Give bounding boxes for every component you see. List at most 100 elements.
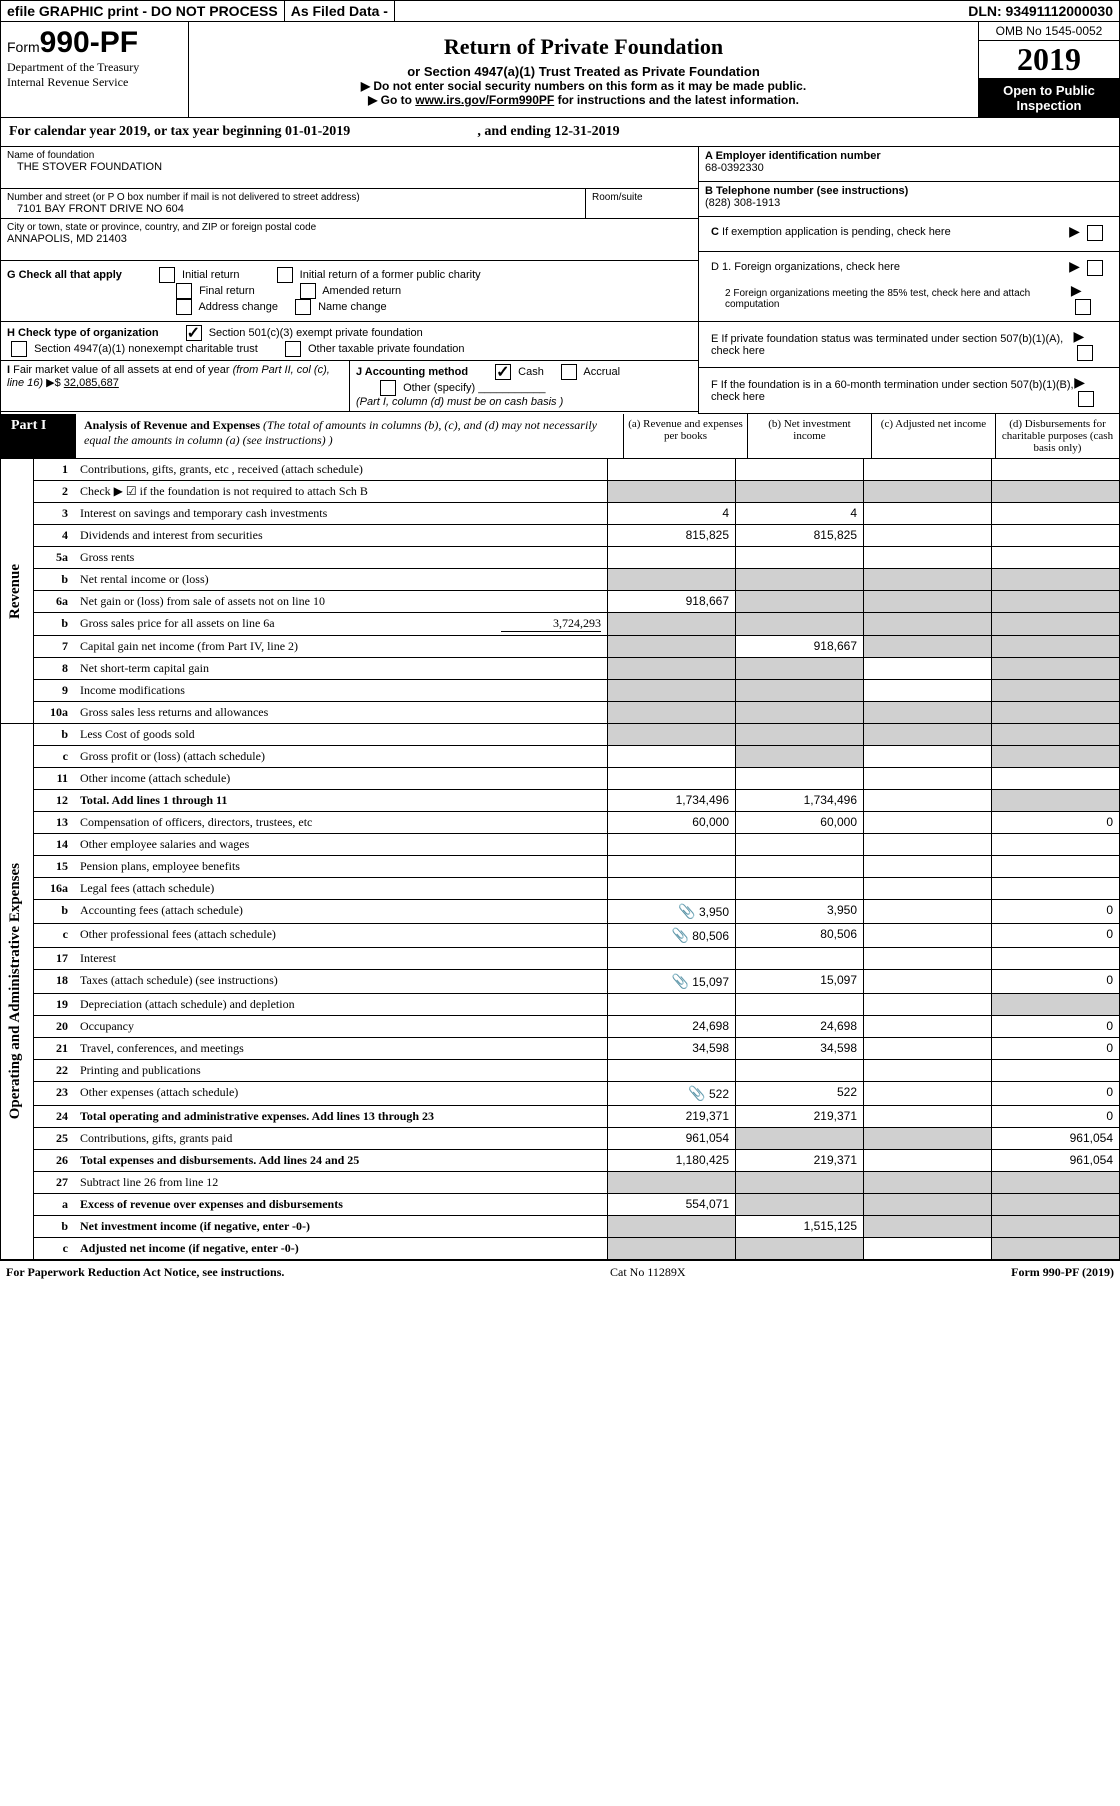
amended-checkbox[interactable]	[300, 283, 316, 299]
d2-checkbox[interactable]	[1075, 299, 1091, 315]
name-change-checkbox[interactable]	[295, 299, 311, 315]
line-description: Total. Add lines 1 through 11	[74, 790, 608, 812]
col-c-value	[864, 790, 992, 812]
col-a-value	[608, 613, 736, 636]
e-checkbox[interactable]	[1077, 345, 1093, 361]
accrual-checkbox[interactable]	[561, 364, 577, 380]
other-taxable-checkbox[interactable]	[285, 341, 301, 357]
c-checkbox[interactable]	[1087, 225, 1103, 241]
table-row: 2Check ▶ ☑ if the foundation is not requ…	[1, 481, 1120, 503]
table-row: Operating and Administrative ExpensesbLe…	[1, 724, 1120, 746]
addr-label: Number and street (or P O box number if …	[7, 192, 579, 203]
col-d-value	[992, 746, 1120, 768]
line-number: 15	[34, 856, 75, 878]
line-description: Less Cost of goods sold	[74, 724, 608, 746]
header-left: Form990-PF Department of the Treasury In…	[1, 22, 189, 117]
col-c-value	[864, 1106, 992, 1128]
info-right: A Employer identification number 68-0392…	[698, 147, 1119, 414]
i-cell: I Fair market value of all assets at end…	[1, 361, 349, 412]
col-b-value	[736, 724, 864, 746]
h-opt3: Other taxable private foundation	[308, 343, 465, 355]
line-description: Check ▶ ☑ if the foundation is not requi…	[74, 481, 608, 503]
line-number: 3	[34, 503, 75, 525]
col-c-value	[864, 1016, 992, 1038]
line-number: c	[34, 1238, 75, 1260]
col-a-value: 📎 3,950	[608, 900, 736, 924]
d1-checkbox[interactable]	[1087, 260, 1103, 276]
address: 7101 BAY FRONT DRIVE NO 604	[7, 203, 579, 215]
cash-checkbox[interactable]	[495, 364, 511, 380]
line-description: Interest	[74, 948, 608, 970]
col-d-value	[992, 636, 1120, 658]
col-a-value	[608, 1216, 736, 1238]
line-number: 17	[34, 948, 75, 970]
instructions-link[interactable]: www.irs.gov/Form990PF	[415, 93, 554, 107]
line-description: Gross sales price for all assets on line…	[74, 613, 608, 636]
col-d-value	[992, 948, 1120, 970]
line-number: 2	[34, 481, 75, 503]
part1-title: Analysis of Revenue and Expenses	[84, 418, 260, 432]
col-b-value: 815,825	[736, 525, 864, 547]
line-number: 25	[34, 1128, 75, 1150]
col-a-value: 4	[608, 503, 736, 525]
col-b-value	[736, 878, 864, 900]
col-d-value	[992, 658, 1120, 680]
col-d-value	[992, 724, 1120, 746]
col-c-value	[864, 1150, 992, 1172]
phone-cell: B Telephone number (see instructions) (8…	[699, 182, 1119, 217]
col-c-value	[864, 680, 992, 702]
col-d-value	[992, 503, 1120, 525]
address-change-checkbox[interactable]	[176, 299, 192, 315]
e-cell: E If private foundation status was termi…	[699, 322, 1119, 368]
j-other: Other (specify)	[403, 382, 475, 394]
col-c-value	[864, 636, 992, 658]
footer-mid: Cat No 11289X	[610, 1265, 686, 1280]
col-d-header: (d) Disbursements for charitable purpose…	[995, 414, 1119, 458]
j-accrual: Accrual	[583, 366, 620, 378]
col-c-value	[864, 1082, 992, 1106]
col-b-header: (b) Net investment income	[747, 414, 871, 458]
foundation-name-cell: Name of foundation THE STOVER FOUNDATION	[1, 147, 698, 189]
j-cash: Cash	[518, 366, 544, 378]
initial-return-checkbox[interactable]	[159, 267, 175, 283]
h-row: H Check type of organization Section 501…	[1, 322, 698, 361]
line-description: Travel, conferences, and meetings	[74, 1038, 608, 1060]
col-b-value	[736, 680, 864, 702]
f-checkbox[interactable]	[1078, 391, 1094, 407]
line-description: Taxes (attach schedule) (see instruction…	[74, 970, 608, 994]
col-d-value: 0	[992, 1016, 1120, 1038]
table-row: 12Total. Add lines 1 through 111,734,496…	[1, 790, 1120, 812]
col-b-value	[736, 547, 864, 569]
col-a-value	[608, 636, 736, 658]
j-cell: J Accounting method Cash Accrual Other (…	[349, 361, 698, 412]
part1-label: Part I	[1, 414, 76, 458]
initial-former-checkbox[interactable]	[277, 267, 293, 283]
final-return-checkbox[interactable]	[176, 283, 192, 299]
revenue-label: Revenue	[7, 564, 24, 619]
col-b-value: 4	[736, 503, 864, 525]
col-c-value	[864, 591, 992, 613]
table-row: bAccounting fees (attach schedule)📎 3,95…	[1, 900, 1120, 924]
col-c-value	[864, 812, 992, 834]
501c3-checkbox[interactable]	[186, 325, 202, 341]
line-number: 23	[34, 1082, 75, 1106]
col-c-header: (c) Adjusted net income	[871, 414, 995, 458]
col-a-value	[608, 1060, 736, 1082]
col-d-value	[992, 1172, 1120, 1194]
line-description: Net short-term capital gain	[74, 658, 608, 680]
col-b-value: 24,698	[736, 1016, 864, 1038]
col-b-value	[736, 1238, 864, 1260]
col-b-value: 219,371	[736, 1150, 864, 1172]
omb-number: OMB No 1545-0052	[979, 22, 1119, 41]
col-b-value	[736, 994, 864, 1016]
table-row: 21Travel, conferences, and meetings34,59…	[1, 1038, 1120, 1060]
j-note: (Part I, column (d) must be on cash basi…	[356, 396, 563, 408]
col-b-value: 1,734,496	[736, 790, 864, 812]
other-method-checkbox[interactable]	[380, 380, 396, 396]
table-row: 8Net short-term capital gain	[1, 658, 1120, 680]
4947-checkbox[interactable]	[11, 341, 27, 357]
h-opt1: Section 501(c)(3) exempt private foundat…	[209, 327, 423, 339]
col-b-value	[736, 768, 864, 790]
line-number: 20	[34, 1016, 75, 1038]
col-a-value	[608, 1172, 736, 1194]
